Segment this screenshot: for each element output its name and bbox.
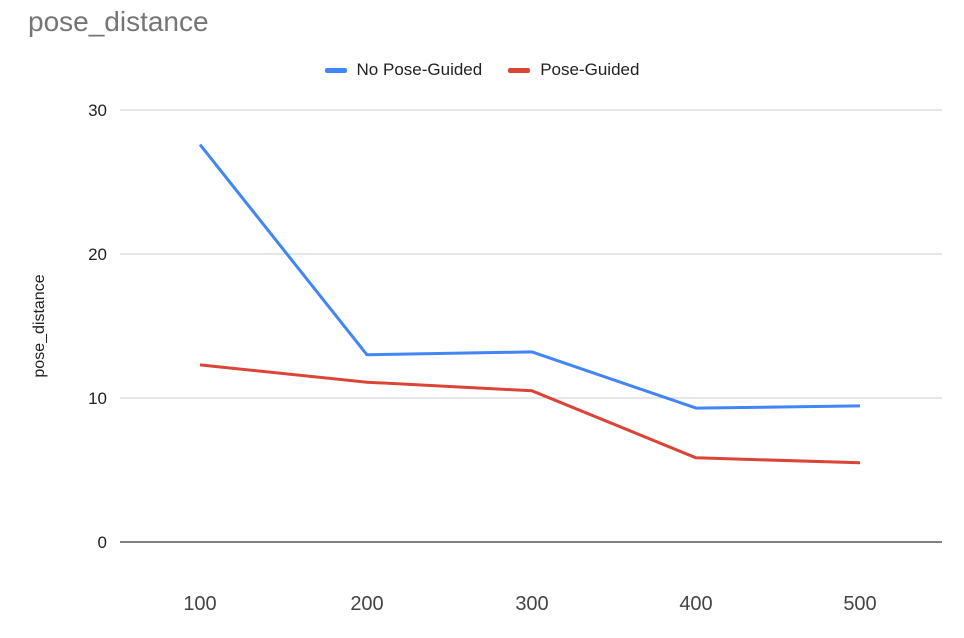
y-axis-label: pose_distance bbox=[31, 274, 48, 377]
x-tick-labels: 100 200 300 400 500 bbox=[183, 593, 876, 615]
legend-item-pose-guided: Pose-Guided bbox=[508, 60, 639, 80]
chart-title: pose_distance bbox=[28, 6, 209, 37]
legend-swatch-pose-guided bbox=[508, 67, 531, 73]
series-line-pose-guided bbox=[199, 363, 861, 465]
gridlines bbox=[120, 109, 942, 543]
y-tick-label: 30 bbox=[88, 101, 107, 120]
y-tick-labels: 0 10 20 30 bbox=[88, 101, 107, 552]
legend-item-no-pose-guided: No Pose-Guided bbox=[324, 60, 483, 80]
x-tick-label: 200 bbox=[350, 593, 383, 615]
legend-label-no-pose-guided: No Pose-Guided bbox=[356, 60, 483, 79]
legend-label-pose-guided: Pose-Guided bbox=[540, 60, 640, 79]
x-tick-label: 500 bbox=[843, 593, 876, 615]
x-tick-label: 100 bbox=[183, 593, 216, 615]
y-tick-label: 0 bbox=[98, 533, 107, 552]
y-tick-label: 20 bbox=[88, 245, 107, 264]
x-tick-label: 300 bbox=[515, 593, 548, 615]
legend: No Pose-Guided Pose-Guided bbox=[0, 60, 964, 80]
legend-swatch-no-pose-guided bbox=[324, 67, 347, 73]
y-tick-label: 10 bbox=[88, 389, 107, 408]
x-tick-label: 400 bbox=[679, 593, 712, 615]
series-lines bbox=[198, 143, 861, 465]
series-line-no-pose-guided bbox=[198, 143, 861, 410]
